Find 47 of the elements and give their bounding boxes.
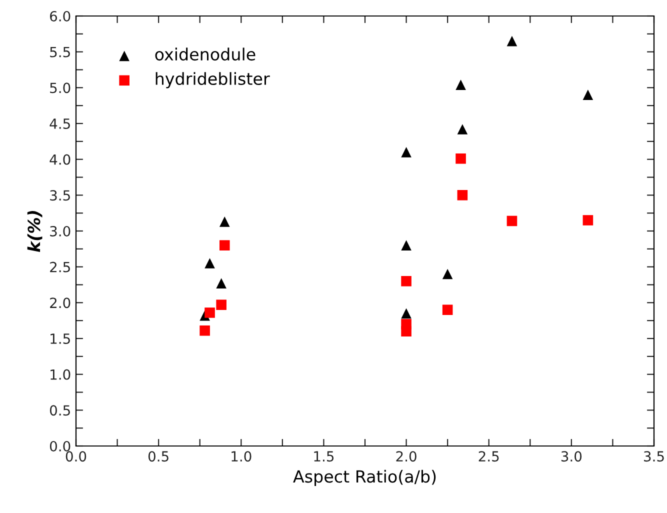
point bbox=[582, 90, 594, 100]
x-tick-label: 3.5 bbox=[644, 451, 664, 462]
point bbox=[401, 147, 412, 158]
point bbox=[401, 276, 412, 286]
y-tick-label: 4.5 bbox=[50, 118, 70, 129]
point bbox=[456, 153, 466, 164]
x-tick-label: 0.0 bbox=[66, 451, 86, 462]
point bbox=[401, 326, 412, 336]
legend-label: hydrideblister bbox=[156, 72, 270, 88]
y-tick-label: 3.5 bbox=[50, 190, 70, 201]
point bbox=[456, 80, 466, 90]
x-tick-label: 1.0 bbox=[232, 451, 252, 462]
x-tick-label: 0.5 bbox=[148, 451, 168, 462]
point bbox=[216, 300, 226, 310]
point bbox=[442, 304, 453, 315]
y-tick-label: 0.5 bbox=[50, 405, 70, 416]
point bbox=[506, 36, 518, 46]
point bbox=[457, 190, 468, 200]
y-tick-label: 2.5 bbox=[50, 262, 70, 272]
y-tick-label: 1.5 bbox=[50, 334, 70, 344]
x-tick-label: 3.0 bbox=[561, 451, 582, 462]
y-tick-label: 0.0 bbox=[50, 440, 70, 452]
point bbox=[204, 258, 215, 268]
y-tick-label: 2.0 bbox=[50, 298, 70, 308]
x-tick-label: 2.5 bbox=[478, 451, 499, 462]
legend-label: oxidenodule bbox=[155, 48, 256, 61]
point bbox=[401, 240, 412, 250]
y-tick-label: 4.0 bbox=[50, 154, 70, 165]
point bbox=[204, 308, 215, 318]
point bbox=[457, 124, 468, 134]
y-tick-label: 3.0 bbox=[50, 226, 70, 236]
point bbox=[401, 308, 412, 319]
y-axis-title: k(%) bbox=[27, 211, 42, 252]
y-tick-label: 5.5 bbox=[50, 46, 70, 58]
x-tick-label: 1.5 bbox=[314, 451, 334, 462]
point bbox=[200, 325, 210, 336]
x-tick-label: 2.0 bbox=[396, 451, 416, 462]
point bbox=[216, 278, 226, 288]
point bbox=[442, 268, 453, 280]
point bbox=[506, 216, 518, 226]
point bbox=[219, 240, 230, 250]
y-tick-label: 1.0 bbox=[50, 369, 70, 380]
y-tick-label: 5.0 bbox=[50, 82, 70, 94]
point bbox=[582, 215, 594, 226]
y-tick-label: 6.0 bbox=[50, 10, 70, 22]
x-axis-title: Aspect Ratio(a/b) bbox=[293, 470, 436, 486]
point bbox=[219, 216, 230, 227]
